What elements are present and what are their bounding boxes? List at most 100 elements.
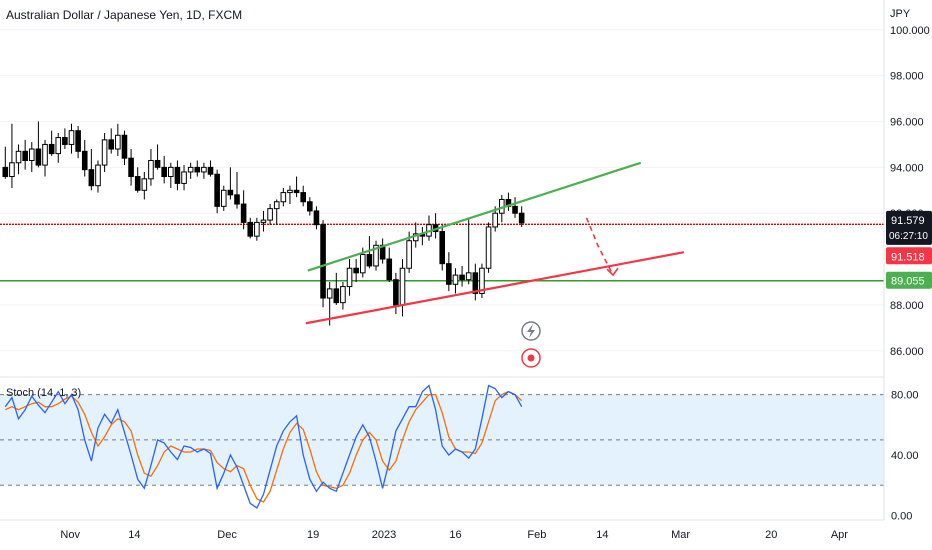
price-pane[interactable] [0,0,884,376]
bullish-candle [55,137,62,155]
price-pane-background [0,0,884,376]
time-tick-label: 14 [128,529,140,541]
support-price-label: 89.055 [891,276,925,288]
channel-upper-trendline[interactable] [307,161,642,272]
bullish-candle [28,148,35,161]
bearish-candle [75,130,81,152]
bearish-candle [207,166,214,175]
bearish-candle [472,272,479,294]
resistance-price-label: 91.518 [891,251,925,263]
bearish-candle [446,263,452,285]
bearish-candle [134,176,141,191]
bullish-candle [95,164,101,187]
bearish-candle [62,137,68,145]
time-tick-label: 19 [307,529,319,541]
bearish-candle [174,166,181,184]
bearish-candle [439,231,446,265]
price-grid [0,29,884,352]
bullish-candle [168,166,174,178]
bearish-candle [518,212,525,224]
time-axis[interactable]: Nov 14 Dec 19 2023 16 Feb 14 Mar 20 Apr [60,529,848,541]
bullish-candle [181,171,187,184]
stoch-axis[interactable]: 80.00 40.00 0.00 [891,390,919,523]
time-tick-label: Apr [831,529,848,541]
bearish-candle [247,221,254,237]
bullish-candle [15,150,22,164]
bearish-candle [161,166,167,178]
bullish-candle [359,253,366,274]
time-tick-label: 20 [765,529,777,541]
bullish-candle [492,212,498,228]
bullish-candle [406,240,412,269]
projection-arrowhead[interactable] [606,267,619,277]
support-price-badge [886,271,932,289]
trendlines[interactable] [305,161,685,325]
stoch-levels [0,394,884,486]
price-tick-label: 88.000 [890,300,924,312]
bullish-candle [346,267,353,288]
bearish-candle [307,201,313,212]
bearish-candle [234,194,240,205]
bullish-candle [254,221,260,237]
bullish-candle [101,139,108,166]
candles [2,121,525,326]
bullish-candle [465,272,472,281]
target-event-icon[interactable] [521,348,541,368]
bearish-candle [393,279,399,306]
price-tick-label: 96.000 [890,117,924,129]
stoch-legend[interactable]: Stoch (14, 1, 3) [6,387,82,399]
bullish-candle [187,166,194,173]
bearish-candle [48,143,55,155]
bearish-candle [108,139,115,150]
horizontal-lines[interactable] [0,223,884,282]
price-tick-label: 100.000 [890,25,930,37]
bullish-candle [273,201,280,210]
time-tick-label: 2023 [372,529,396,541]
bearish-candle [300,192,306,203]
bearish-candle [81,150,88,171]
stochastic-pane[interactable] [0,384,884,509]
bearish-candle [293,189,300,194]
bullish-candle [68,130,75,145]
stoch-tick-label: 0.00 [891,510,912,522]
time-tick-label: Dec [217,529,237,541]
currency-label: JPY [890,8,911,20]
bullish-candle [287,189,293,194]
projection-arrow[interactable] [585,217,619,277]
symbol-legend[interactable]: Australian Dollar / Japanese Yen, 1D, FX… [6,8,243,22]
bullish-candle [373,244,379,267]
bearish-candle [240,203,247,223]
bearish-candle [2,166,9,178]
bullish-candle [340,286,346,304]
bearish-candle [227,189,234,196]
time-tick-label: Feb [527,529,546,541]
bearish-candle [128,157,134,178]
stoch-tick-label: 40.00 [891,450,919,462]
stoch-k-line [4,384,523,509]
bearish-candle [35,148,42,166]
stoch-d-line [5,390,523,503]
price-badges: 91.579 06:27:10 91.518 89.055 [886,210,932,289]
bearish-candle [154,159,161,168]
bullish-candle [485,226,492,269]
resistance-price-badge [886,247,932,265]
bullish-candle [148,159,154,180]
bullish-candle [42,143,48,166]
price-tick-label: 86.000 [890,346,924,358]
bearish-candle [366,253,373,267]
bearish-candle [320,224,326,299]
lightning-event-icon[interactable] [521,321,541,341]
last-price-label: 91.579 [891,215,925,227]
time-tick-label: Nov [60,529,80,541]
price-axis[interactable]: JPY 100.00098.00096.00094.00092.00088.00… [890,8,930,358]
bearish-candle [333,288,340,304]
price-tick-label: 94.000 [890,162,924,174]
stoch-tick-label: 80.00 [891,390,919,402]
bearish-candle [313,210,320,226]
time-tick-label: 16 [449,529,461,541]
bearish-candle [214,173,220,207]
bullish-candle [267,208,273,221]
projection-path[interactable] [585,217,614,276]
channel-lower-trendline[interactable] [305,251,685,325]
